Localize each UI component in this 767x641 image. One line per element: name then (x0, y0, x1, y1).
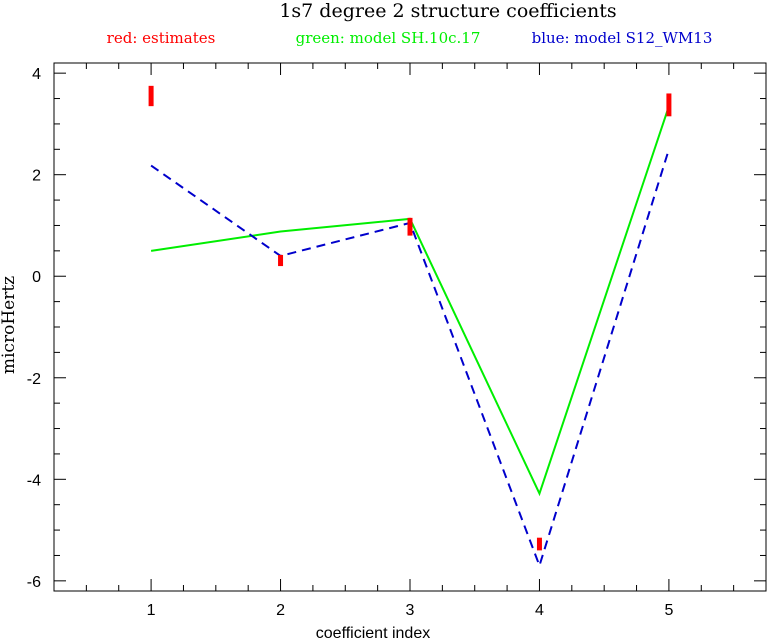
x-tick-label: 5 (664, 602, 673, 619)
model-sh10c17-line (150, 105, 670, 497)
y-tick-label: -2 (27, 371, 41, 388)
legend-model-s12wm13: blue: model S12_WM13 (532, 29, 713, 47)
model-s12wm13-line (150, 149, 670, 569)
axis-tick-labels: 1 2 3 4 5 -6 -4 -2 0 2 4 (27, 66, 674, 619)
data-series (148, 85, 672, 569)
y-tick-label: -4 (27, 472, 41, 489)
y-tick-label: 2 (32, 168, 41, 185)
x-tick-label: 1 (147, 602, 156, 619)
y-tick-label: 4 (32, 66, 41, 83)
axis-ticks (53, 63, 767, 591)
legend-estimates: red: estimates (107, 29, 216, 47)
x-axis-label: coefficient index (316, 625, 430, 641)
chart-title: 1s7 degree 2 structure coefficients (279, 0, 616, 22)
y-tick-label: -6 (27, 574, 41, 591)
plot-frame (53, 62, 767, 592)
x-tick-label: 4 (535, 602, 544, 619)
y-axis-label: microHertz (0, 276, 19, 374)
legend-model-sh10c17: green: model SH.10c.17 (296, 29, 481, 47)
x-tick-label: 3 (406, 602, 415, 619)
y-tick-label: 0 (32, 269, 41, 286)
x-tick-label: 2 (276, 602, 285, 619)
